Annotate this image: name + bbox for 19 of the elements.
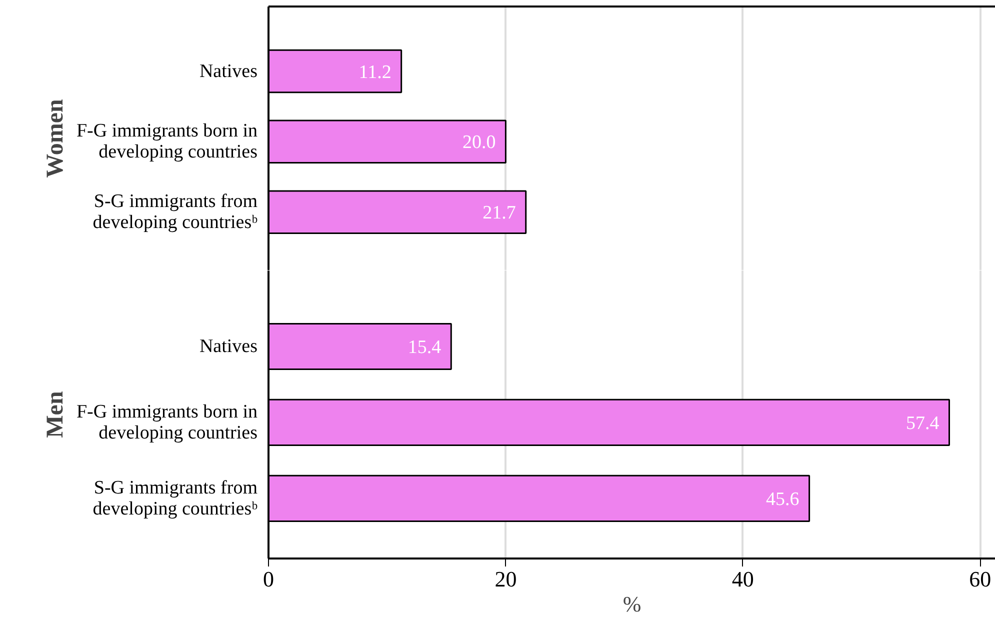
y-tick-label: Natives [199,60,258,82]
x-tick-label: 60 [969,566,992,592]
data-label: 57.4 [906,412,940,434]
data-label: 21.7 [482,202,516,224]
data-label: 45.6 [766,488,800,510]
x-axis-title: % [622,592,642,616]
y-tick-label: F-G immigrants born in developing countries [76,120,258,163]
y-tick-label: S-G immigrants from developing countriesᵇ [92,191,258,234]
x-tick-label: 0 [263,566,274,592]
y-axis-title: Men [42,391,68,438]
y-tick-label: Natives [199,336,258,357]
y-tick-label: S-G immigrants from developing countriesᵇ [92,477,258,520]
y-axis-title: Women [42,99,68,178]
x-tick-label: 20 [494,566,517,592]
data-label: 11.2 [358,62,392,83]
y-tick-label: F-G immigrants born in developing countries [76,401,258,444]
data-label: 20.0 [462,132,496,154]
x-tick-label: 40 [732,566,754,592]
data-label: 15.4 [408,336,442,358]
